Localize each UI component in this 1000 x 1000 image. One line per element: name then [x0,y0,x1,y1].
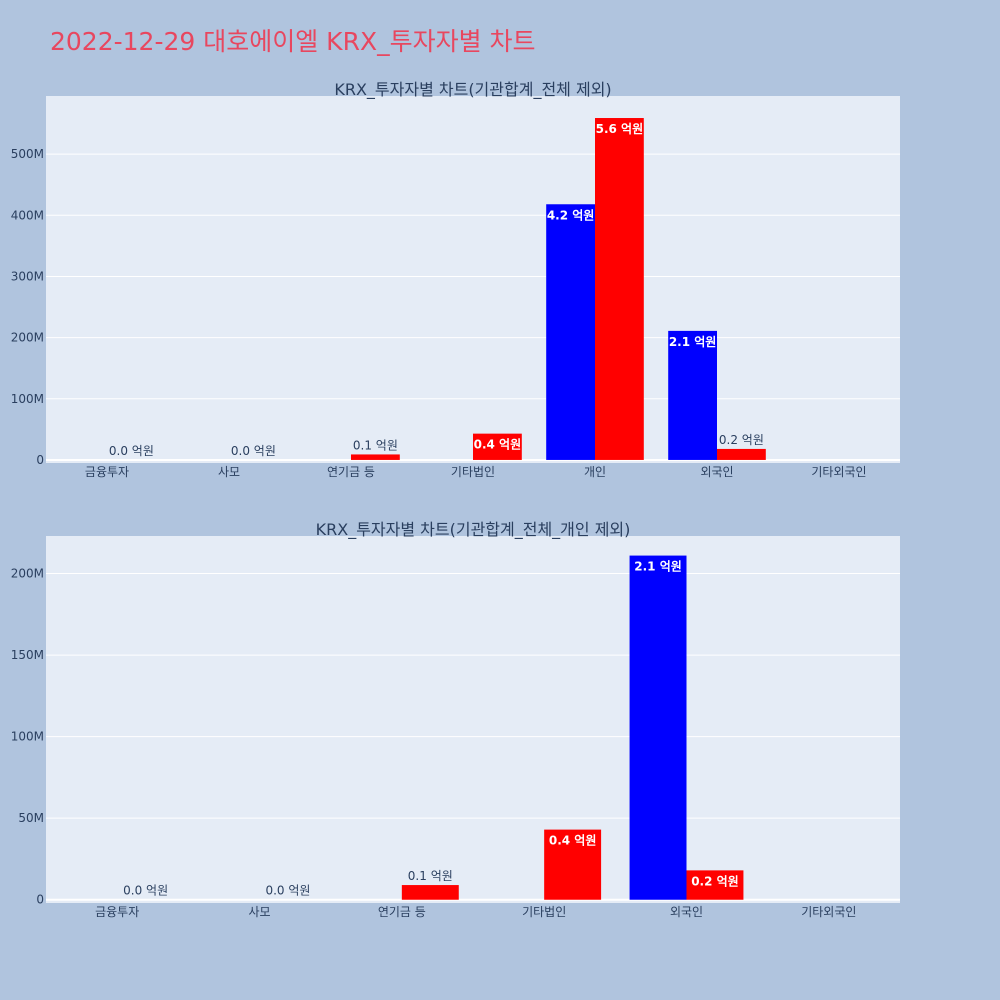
x-tick-label: 사모 [248,905,270,919]
y-tick-label: 100M [11,392,44,406]
bar-value-label: 5.6 억원 [596,122,644,136]
chart-title: KRX_투자자별 차트(기관합계_전체 제외) [334,80,611,100]
bar [629,555,687,900]
bar-value-label: 0.2 억원 [719,433,764,447]
bar [668,330,717,460]
bar-value-label: 0.0 억원 [123,884,168,898]
plot-area [46,96,900,463]
plot-area [46,536,900,903]
x-tick-label: 기타외국인 [811,465,866,479]
y-tick-label: 50M [18,811,44,825]
x-tick-label: 연기금 등 [378,905,426,919]
bar [473,433,522,460]
x-tick-label: 기타법인 [522,905,566,919]
x-tick-label: 기타법인 [451,465,495,479]
y-tick-label: 200M [11,331,44,345]
bar-value-label: 2.1 억원 [669,335,717,349]
bar-value-label: 0.4 억원 [549,834,597,848]
y-tick-label: 150M [11,648,44,662]
bar-value-label: 0.4 억원 [474,438,522,452]
bar-value-label: 0.2 억원 [691,874,739,888]
x-tick-label: 금융투자 [95,905,139,919]
bar [401,885,459,900]
bar [686,870,744,900]
bar-value-label: 0.0 억원 [109,444,154,458]
bar [544,829,602,900]
y-tick-label: 400M [11,208,44,222]
y-tick-label: 0 [36,893,44,907]
bar-value-label: 0.0 억원 [265,884,310,898]
bar-value-label: 2.1 억원 [634,560,682,574]
x-tick-label: 연기금 등 [327,465,375,479]
x-tick-label: 외국인 [700,465,733,479]
y-tick-label: 100M [11,730,44,744]
y-tick-label: 0 [36,453,44,467]
x-tick-label: 개인 [584,465,606,479]
bar-value-label: 0.0 억원 [231,444,276,458]
x-tick-label: 사모 [218,465,240,479]
x-tick-label: 외국인 [670,905,703,919]
page-title: 2022-12-29 대호에이엘 KRX_투자자별 차트 [50,27,536,56]
bar-value-label: 4.2 억원 [547,208,595,222]
bar [546,204,595,460]
y-tick-label: 200M [11,567,44,581]
bar [595,118,644,460]
x-tick-label: 금융투자 [85,465,129,479]
x-tick-label: 기타외국인 [801,905,856,919]
y-tick-label: 300M [11,269,44,283]
bar-value-label: 0.1 억원 [353,438,398,452]
chart-title: KRX_투자자별 차트(기관합계_전체_개인 제외) [316,520,631,540]
bar-value-label: 0.1 억원 [408,869,453,883]
chart-all-investors: KRX_투자자별 차트(기관합계_전체 제외) 0 100M 200M 300M 400M… [11,80,900,479]
bar [351,454,400,460]
y-tick-label: 500M [11,147,44,161]
bar [717,448,766,460]
